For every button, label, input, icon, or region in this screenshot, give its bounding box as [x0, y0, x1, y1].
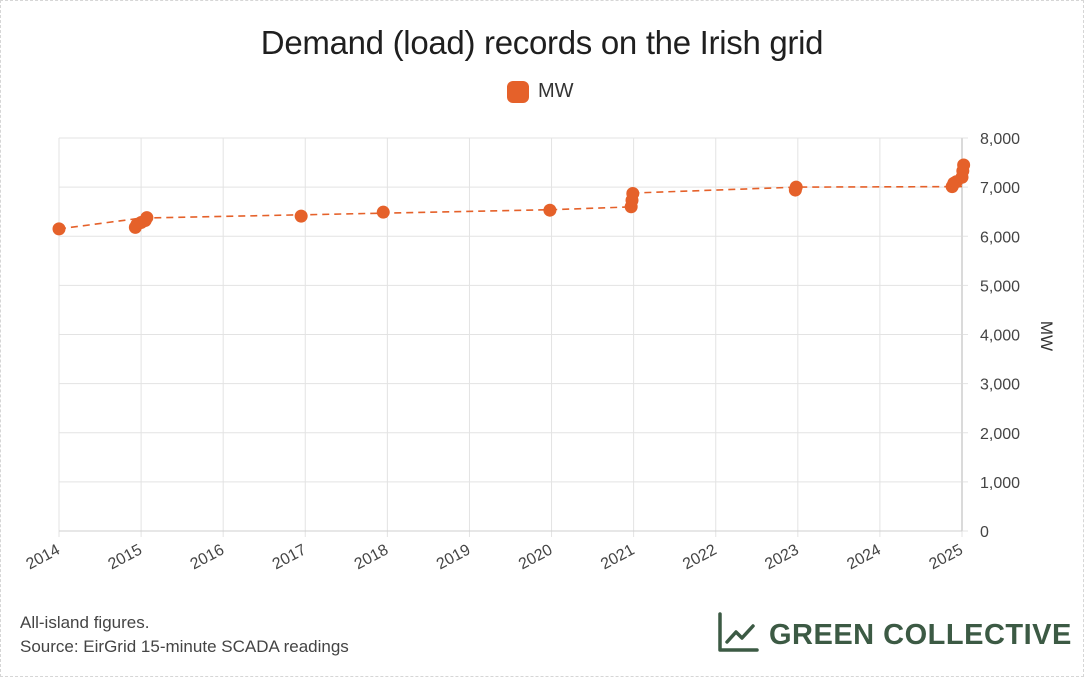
x-tick-label: 2015 [106, 541, 145, 573]
chart-title: Demand (load) records on the Irish grid [260, 24, 824, 61]
y-tick-label: 7,000 [980, 180, 1020, 197]
x-tick-label: 2025 [926, 541, 965, 573]
x-tick-label: 2016 [188, 541, 227, 573]
x-tick-label: 2024 [844, 541, 883, 573]
x-tick-label: 2023 [762, 541, 801, 573]
data-point[interactable] [294, 209, 308, 223]
brand-name: GREEN COLLECTIVE [769, 619, 1072, 651]
data-point[interactable] [52, 222, 66, 236]
y-tick-label: 1,000 [980, 475, 1020, 492]
y-tick-label: 8,000 [980, 131, 1020, 148]
data-point[interactable] [376, 205, 390, 219]
x-tick-label: 2018 [352, 541, 391, 573]
legend-label: MW [538, 80, 574, 102]
legend-swatch [507, 80, 529, 103]
y-tick-label: 5,000 [980, 278, 1020, 295]
trendline [58, 185, 963, 230]
brand-logo: GREEN COLLECTIVE [717, 612, 1072, 659]
footnote-line-1: All-island figures. [20, 613, 150, 632]
x-tick-label: 2022 [680, 541, 719, 573]
x-tick-label: 2021 [598, 541, 637, 573]
y-tick-label: 2,000 [980, 426, 1020, 443]
grid [58, 137, 968, 537]
legend[interactable]: MW [507, 80, 574, 103]
trendline-path [58, 185, 963, 230]
data-point[interactable] [626, 187, 640, 201]
footnote-line-2: Source: EirGrid 15-minute SCADA readings [20, 637, 349, 656]
x-tick-label: 2019 [434, 541, 473, 573]
x-tick-label: 2020 [516, 541, 555, 573]
y-axis-ticks: 0 1,000 2,000 3,000 4,000 5,000 6,000 7,000 8,00… [980, 131, 1020, 541]
x-tick-label: 2017 [270, 541, 309, 573]
y-tick-label: 6,000 [980, 229, 1020, 246]
y-tick-label: 3,000 [980, 377, 1020, 394]
footnote: All-island figures. Source: EirGrid 15-m… [20, 611, 349, 659]
data-points [52, 158, 971, 236]
line-chart-icon [717, 612, 759, 659]
data-point[interactable] [140, 211, 154, 225]
x-axis-ticks: 2014 2015 2016 2017 2018 2019 2020 2021 2022 2023… [23, 541, 965, 573]
data-point[interactable] [543, 203, 557, 217]
y-tick-label: 0 [980, 524, 989, 541]
data-point[interactable] [957, 158, 971, 172]
y-axis-label: MW [1037, 321, 1056, 351]
y-tick-label: 4,000 [980, 328, 1020, 345]
data-point[interactable] [789, 180, 803, 194]
x-tick-label: 2014 [23, 541, 62, 573]
